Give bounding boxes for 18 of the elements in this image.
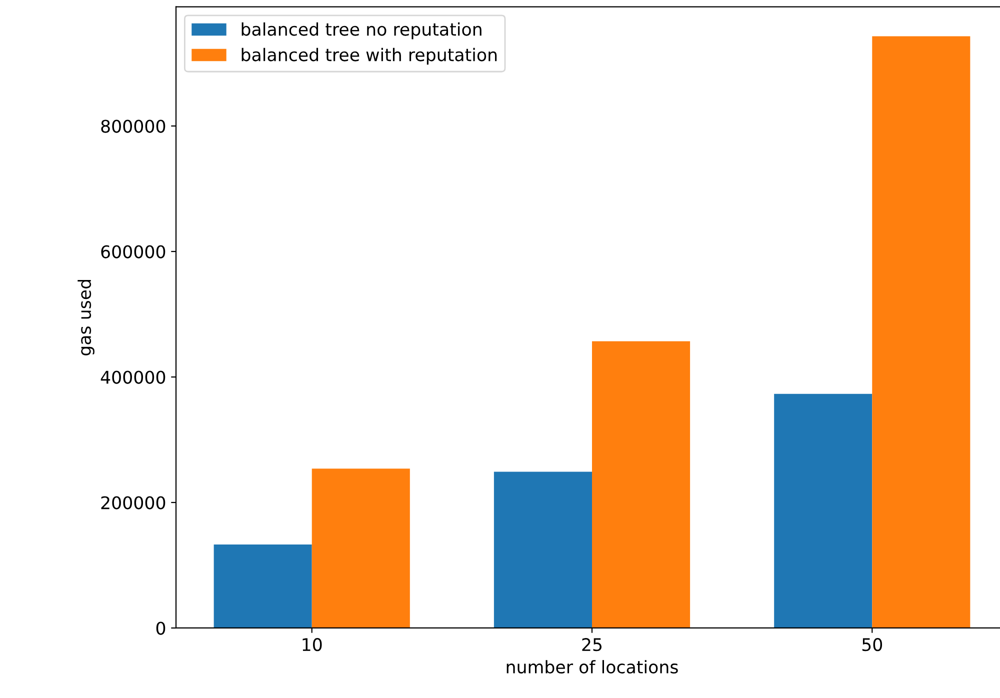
x-tick-label: 25: [582, 638, 602, 652]
y-tick-label: 200000: [101, 496, 166, 510]
bar: [592, 341, 690, 628]
bar: [872, 36, 970, 628]
x-tick-label: 10: [302, 638, 322, 652]
bar: [312, 468, 410, 628]
bar: [774, 394, 872, 628]
x-axis-title: number of locations: [506, 660, 678, 674]
legend-label: balanced tree no reputation: [242, 22, 482, 40]
y-tick-label: 0: [156, 622, 166, 635]
y-tick-label: 800000: [101, 120, 166, 133]
y-tick-label: 600000: [101, 245, 166, 258]
y-tick-label: 400000: [100, 370, 166, 384]
bar: [214, 544, 312, 628]
bar: [494, 472, 592, 628]
legend-label: balanced tree with reputation: [242, 48, 497, 65]
y-axis-title: gas used: [78, 280, 94, 356]
x-tick-label: 50: [862, 638, 882, 652]
